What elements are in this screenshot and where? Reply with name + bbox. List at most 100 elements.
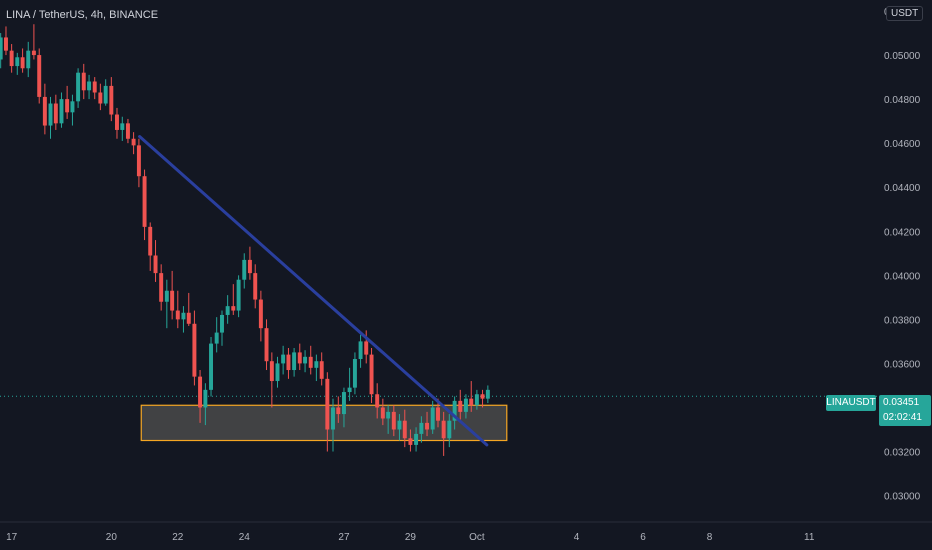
last-price-value: 0.03451 xyxy=(883,397,920,408)
candle-body xyxy=(186,312,191,324)
candle-body xyxy=(115,114,119,130)
x-tick-label: 29 xyxy=(405,532,417,543)
candle-body xyxy=(281,354,286,364)
candle-body xyxy=(347,387,352,393)
candle-body xyxy=(231,306,236,311)
y-tick-label: 0.04200 xyxy=(884,227,921,238)
candle-body xyxy=(391,411,396,430)
candle-body xyxy=(76,72,81,102)
candle-body xyxy=(303,356,308,364)
candle-body xyxy=(26,50,31,69)
candle-body xyxy=(425,422,430,430)
support-zone xyxy=(140,404,508,442)
candle-body xyxy=(463,398,468,412)
candle-body xyxy=(242,259,247,280)
candle-body xyxy=(214,332,219,344)
candle-body xyxy=(441,420,446,439)
candle-body xyxy=(164,290,169,302)
y-tick-label: 0.05000 xyxy=(884,51,921,62)
candle-body xyxy=(380,407,385,419)
y-tick-label: 0.03000 xyxy=(884,492,921,503)
x-tick-label: 8 xyxy=(707,532,713,543)
candle-body xyxy=(225,306,230,315)
candle-body xyxy=(402,420,407,439)
candle-body xyxy=(153,255,158,274)
y-tick-label: 0.04400 xyxy=(884,183,921,194)
candle-body xyxy=(9,50,14,67)
chart-title: LINA / TetherUS, 4h, BINANCE xyxy=(6,9,159,21)
candle-body xyxy=(37,55,42,97)
y-tick-label: 0.04000 xyxy=(884,271,921,282)
candle-body xyxy=(0,37,3,60)
candle-body xyxy=(20,57,25,69)
candle-body xyxy=(452,400,457,421)
candle-body xyxy=(15,57,20,67)
candle-body xyxy=(319,361,324,379)
candle-body xyxy=(81,72,86,91)
candle-body xyxy=(53,103,58,124)
candle-body xyxy=(59,99,64,124)
candle-body xyxy=(203,389,208,408)
candle-body xyxy=(70,101,75,113)
bar-countdown: 02:02:41 xyxy=(883,412,922,423)
candle-body xyxy=(120,123,125,130)
candle-body xyxy=(125,123,130,139)
candle-body xyxy=(485,389,490,399)
candle-body xyxy=(314,361,319,368)
x-tick-label: 22 xyxy=(172,532,184,543)
candle-body xyxy=(352,359,357,388)
candle-body xyxy=(98,92,103,104)
x-tick-label: 17 xyxy=(6,532,18,543)
candle-body xyxy=(220,314,224,333)
candle-body xyxy=(87,81,92,91)
candle-body xyxy=(136,145,141,177)
x-tick-label: 4 xyxy=(574,532,580,543)
candle-body xyxy=(142,176,147,227)
candle-body xyxy=(480,394,485,399)
candle-body xyxy=(275,363,280,382)
candle-body xyxy=(109,85,114,115)
symbol-label: LINAUSDT xyxy=(826,395,876,411)
candle-body xyxy=(198,376,203,408)
candle-body xyxy=(286,354,291,371)
x-tick-label: 11 xyxy=(804,532,815,543)
candle-body xyxy=(175,310,180,320)
candle-body xyxy=(436,407,440,421)
candle-body xyxy=(148,226,153,256)
candle-body xyxy=(92,81,97,93)
candle-body xyxy=(408,438,413,445)
candle-body xyxy=(209,343,214,390)
candle-body xyxy=(375,394,380,408)
candle-body xyxy=(325,378,330,430)
candle-body xyxy=(414,433,419,445)
candle-body xyxy=(419,422,424,434)
candle-body xyxy=(131,138,136,146)
currency-selector[interactable]: USDT xyxy=(886,6,924,21)
candle-body xyxy=(103,85,108,104)
candle-body xyxy=(170,290,175,311)
x-tick-label: 27 xyxy=(338,532,350,543)
x-tick-label: Oct xyxy=(469,532,485,543)
candle-body xyxy=(308,356,313,368)
y-tick-label: 0.03200 xyxy=(884,448,921,459)
x-tick-label: 20 xyxy=(106,532,118,543)
x-tick-label: 24 xyxy=(239,532,251,543)
candle-body xyxy=(474,394,479,406)
candle-body xyxy=(253,273,258,300)
candle-body xyxy=(159,273,164,302)
candle-body xyxy=(447,420,452,439)
x-tick-label: 6 xyxy=(640,532,646,543)
candle-body xyxy=(236,279,241,311)
candle-body xyxy=(247,259,252,274)
candle-body xyxy=(42,96,47,126)
y-tick-label: 0.03800 xyxy=(884,315,921,326)
candle-body xyxy=(430,407,435,430)
candle-body xyxy=(369,354,374,395)
y-tick-label: 0.03600 xyxy=(884,359,921,370)
candle-body xyxy=(292,352,297,371)
candle-body xyxy=(297,352,302,364)
candle-body xyxy=(4,37,8,51)
candle-body xyxy=(364,341,369,355)
